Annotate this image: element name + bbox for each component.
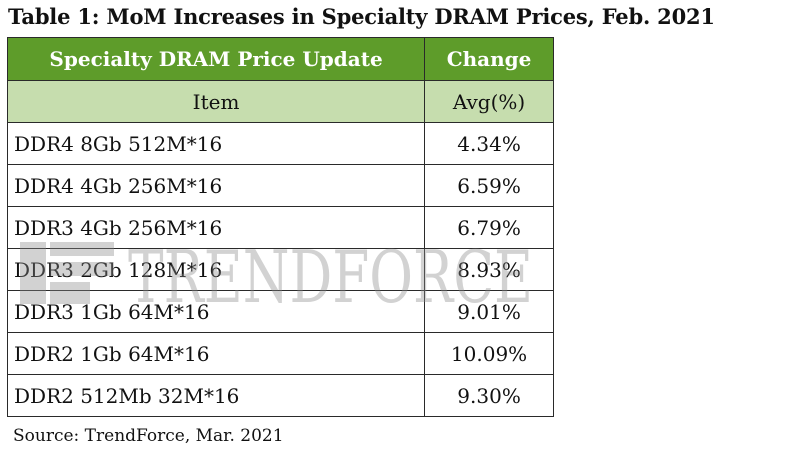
table-row: DDR3 2Gb 128M*16 8.93% bbox=[6, 248, 554, 291]
header-price-update: Specialty DRAM Price Update bbox=[6, 37, 426, 81]
row-item: DDR2 1Gb 64M*16 bbox=[6, 332, 426, 375]
row-item: DDR4 8Gb 512M*16 bbox=[6, 122, 426, 165]
table-row: DDR4 8Gb 512M*16 4.34% bbox=[6, 122, 554, 165]
table-header-row: Specialty DRAM Price Update Change bbox=[6, 37, 554, 81]
table-row: DDR3 4Gb 256M*16 6.79% bbox=[6, 206, 554, 249]
source-note: Source: TrendForce, Mar. 2021 bbox=[13, 426, 284, 446]
row-change: 9.30% bbox=[424, 374, 554, 417]
row-item: DDR3 2Gb 128M*16 bbox=[6, 248, 426, 291]
subheader-avg: Avg(%) bbox=[424, 80, 554, 123]
table-title: Table 1: MoM Increases in Specialty DRAM… bbox=[8, 4, 715, 29]
header-change: Change bbox=[424, 37, 554, 81]
row-item: DDR4 4Gb 256M*16 bbox=[6, 164, 426, 207]
table-subheader-row: Item Avg(%) bbox=[6, 80, 554, 123]
table-row: DDR2 512Mb 32M*16 9.30% bbox=[6, 374, 554, 417]
row-change: 6.59% bbox=[424, 164, 554, 207]
row-change: 9.01% bbox=[424, 290, 554, 333]
table-row: DDR3 1Gb 64M*16 9.01% bbox=[6, 290, 554, 333]
specialty-dram-price-table: Specialty DRAM Price Update Change Item … bbox=[6, 37, 554, 417]
table-row: DDR4 4Gb 256M*16 6.59% bbox=[6, 164, 554, 207]
row-change: 6.79% bbox=[424, 206, 554, 249]
row-item: DDR3 4Gb 256M*16 bbox=[6, 206, 426, 249]
row-item: DDR2 512Mb 32M*16 bbox=[6, 374, 426, 417]
row-item: DDR3 1Gb 64M*16 bbox=[6, 290, 426, 333]
row-change: 8.93% bbox=[424, 248, 554, 291]
row-change: 10.09% bbox=[424, 332, 554, 375]
table-row: DDR2 1Gb 64M*16 10.09% bbox=[6, 332, 554, 375]
subheader-item: Item bbox=[6, 80, 426, 123]
row-change: 4.34% bbox=[424, 122, 554, 165]
